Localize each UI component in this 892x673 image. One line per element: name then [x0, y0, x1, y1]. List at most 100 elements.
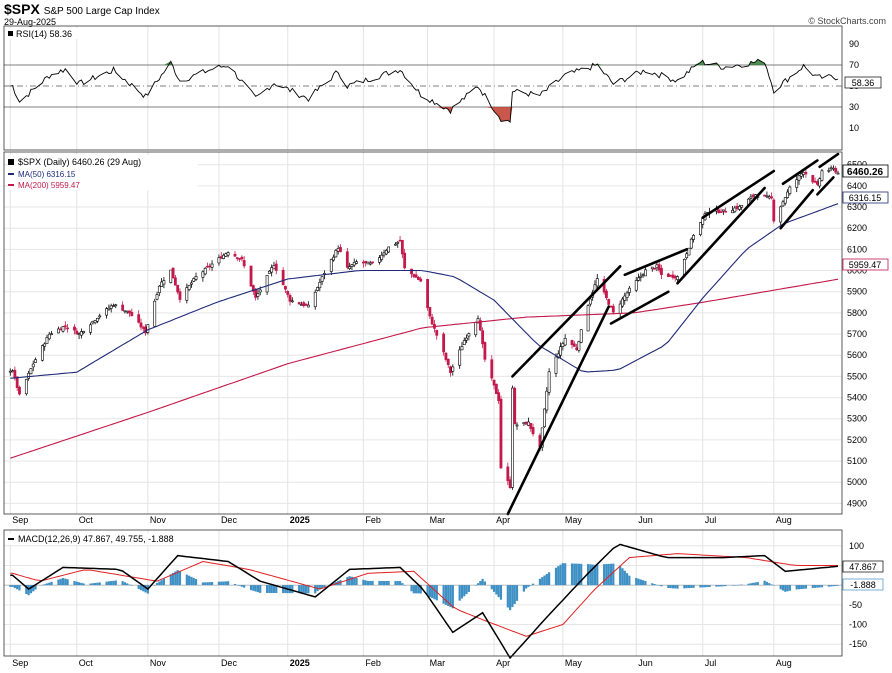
candle-body — [524, 421, 528, 425]
macd-histogram-bar — [18, 585, 21, 591]
macd-histogram-bar — [644, 580, 647, 586]
macd-histogram-bar — [756, 581, 759, 586]
candle-body — [304, 303, 308, 306]
macd-histogram-bar — [591, 564, 594, 586]
macd-histogram-bar — [137, 585, 140, 590]
stockcharts-watermark: © StockCharts.com — [808, 16, 886, 26]
macd-histogram-bar — [275, 585, 278, 594]
candle-body — [442, 333, 446, 353]
trendline — [781, 159, 819, 186]
macd-histogram-bar — [107, 581, 110, 586]
candle-body — [605, 290, 608, 299]
macd-histogram-bar — [318, 585, 321, 589]
macd-histogram-bar — [497, 585, 500, 598]
candle-body — [284, 285, 287, 290]
macd-histogram-bar — [561, 563, 564, 586]
macd-histogram-bar — [433, 585, 436, 600]
candle-body — [692, 235, 695, 240]
price-frame — [3, 151, 843, 515]
candle-body — [224, 253, 228, 257]
macd-histogram-bar — [740, 584, 743, 586]
rsi-legend-bg — [8, 28, 103, 39]
candle-body — [352, 262, 356, 266]
macd-histogram-bar — [227, 581, 230, 586]
candle-body — [114, 304, 118, 307]
macd-histogram-bar — [66, 579, 69, 586]
macd-histogram-bar — [836, 585, 840, 586]
macd-histogram-bar — [548, 572, 551, 586]
macd-histogram-bar — [731, 585, 734, 586]
month-tick-label: Mar — [430, 658, 446, 668]
macd-histogram-bar — [59, 578, 62, 586]
macd-histogram-bar — [816, 585, 819, 588]
price-tick-label: 6100 — [847, 244, 867, 254]
macd-histogram-bar — [435, 585, 438, 601]
trendline — [818, 152, 840, 169]
macd-histogram-bar — [110, 581, 113, 586]
macd-histogram-bar — [41, 584, 44, 586]
macd-histogram-bar — [243, 585, 246, 588]
macd-histogram-bar — [160, 580, 163, 586]
candle-body — [105, 308, 108, 316]
candle-body — [265, 275, 269, 293]
candle-body — [799, 173, 803, 177]
candle-body — [29, 368, 33, 375]
candle-body — [797, 175, 801, 181]
candle-body — [57, 328, 60, 334]
candle-body — [779, 206, 783, 223]
price-tick-label: 5600 — [847, 350, 867, 360]
candle-body — [40, 345, 44, 361]
price-tick-label: 5800 — [847, 308, 867, 318]
rsi-tick-label: 30 — [849, 102, 859, 112]
macd-histogram-bar — [442, 585, 445, 604]
price-tick-label: 6300 — [847, 202, 867, 212]
macd-histogram-bar — [298, 585, 301, 594]
candle-body — [121, 304, 125, 311]
candle-body — [545, 390, 549, 411]
macd-histogram-bar — [797, 585, 801, 590]
month-tick-label: Apr — [496, 515, 510, 525]
macd-histogram-bar — [674, 585, 677, 589]
candle-body — [155, 294, 159, 300]
trendline — [779, 188, 815, 230]
candle-body — [208, 265, 212, 268]
candle-body — [290, 300, 294, 303]
ma50-line — [10, 203, 839, 379]
macd-histogram-bar — [43, 584, 46, 586]
macd-histogram-bar — [369, 580, 372, 586]
macd-value-tag: 47.867 — [842, 560, 884, 573]
macd-histogram-bar — [701, 585, 704, 588]
macd-histogram-bar — [412, 585, 415, 594]
candle-body — [233, 253, 237, 257]
candle-body — [494, 383, 498, 395]
candle-body — [18, 386, 21, 395]
candle-body — [380, 254, 384, 260]
macd-histogram-bar — [233, 583, 237, 586]
macd-histogram-bar — [346, 577, 349, 586]
macd-histogram-bar — [142, 585, 145, 592]
candle-body — [637, 277, 640, 281]
candle-body — [731, 209, 734, 214]
candle-body — [621, 298, 624, 307]
candle-body — [254, 289, 258, 298]
macd-histogram-bar — [447, 585, 450, 607]
ma200-line — [10, 278, 839, 459]
candle-body — [602, 278, 606, 293]
candle-body — [458, 349, 462, 366]
candle-body — [82, 331, 86, 334]
candle-body — [258, 289, 262, 293]
candle-body — [829, 167, 833, 170]
svg-text:5959.47: 5959.47 — [849, 260, 882, 270]
macd-histogram-bar — [387, 581, 390, 586]
macd-histogram-bar — [171, 572, 175, 586]
candle-body — [242, 260, 246, 267]
candle-body — [366, 261, 370, 265]
macd-histogram-bar — [719, 585, 723, 587]
macd-histogram-bar — [706, 585, 709, 588]
macd-histogram-bar — [818, 585, 821, 588]
candle-body — [240, 256, 244, 260]
macd-histogram-bar — [708, 585, 711, 588]
macd-histogram-bar — [667, 585, 670, 588]
macd-histogram-bar — [451, 585, 454, 609]
